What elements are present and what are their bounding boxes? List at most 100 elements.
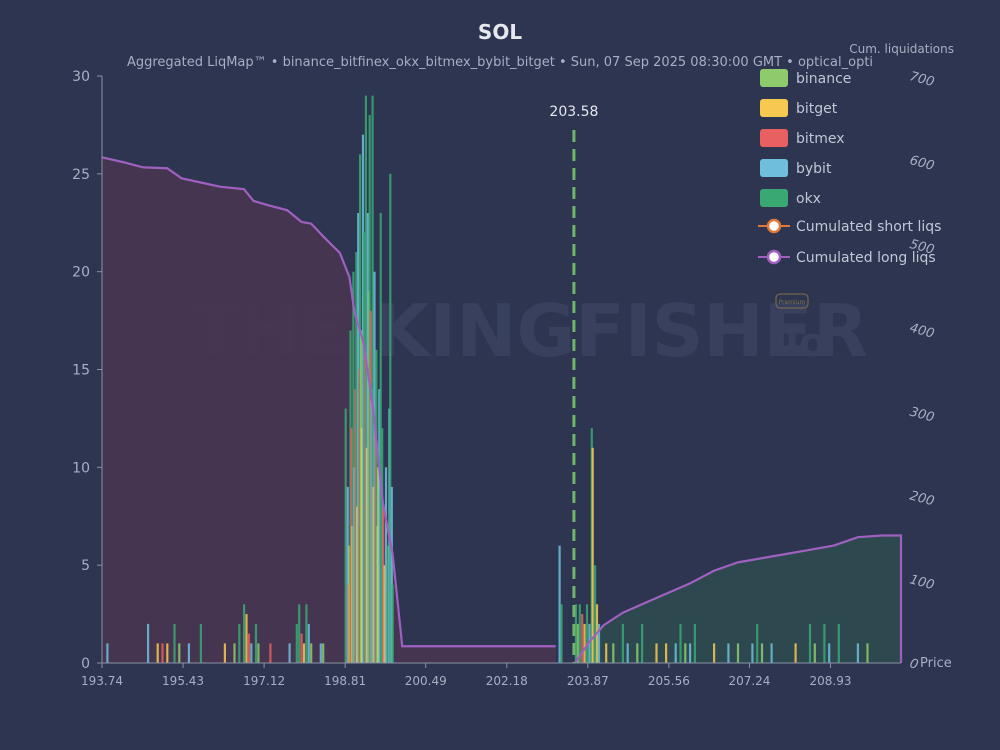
liq-bar-bitmex xyxy=(300,633,303,663)
y2-tick-label: 200 xyxy=(908,489,936,510)
liq-bar-bitget xyxy=(655,643,658,663)
liq-bar-okx xyxy=(379,213,382,663)
liq-bar-bybit xyxy=(751,643,754,663)
liq-bar-okx xyxy=(389,173,392,664)
liq-bar-binance xyxy=(866,643,869,663)
liq-bar-okx xyxy=(578,604,581,663)
liq-bar-bybit xyxy=(558,545,561,663)
cum-long-liqs-line xyxy=(101,156,556,648)
y-tick-label: 25 xyxy=(72,167,90,183)
x-tick-label: 193.74 xyxy=(81,674,123,688)
legend-label-bitmex: bitmex xyxy=(796,131,845,147)
y-tick-label: 10 xyxy=(72,460,90,476)
legend-swatch-bitget xyxy=(760,99,788,117)
liq-bar-bitmex xyxy=(382,506,385,663)
liq-bar-binance xyxy=(257,643,260,663)
y-tick-label: 20 xyxy=(72,265,90,281)
liq-bar-bitget xyxy=(166,643,169,663)
x-tick-label: 195.43 xyxy=(162,674,204,688)
y2-tick-label: 100 xyxy=(908,572,936,593)
x-tick-label: 197.12 xyxy=(243,674,285,688)
liq-bar-okx xyxy=(386,545,389,663)
legend-swatch-bybit xyxy=(760,159,788,177)
chart-title: SOL xyxy=(478,20,522,44)
liq-bar-bybit xyxy=(378,389,381,663)
x-tick-label: 200.49 xyxy=(405,674,447,688)
liq-bar-bitget xyxy=(223,643,226,663)
liq-bar-okx xyxy=(243,604,246,663)
legend-swatch-binance xyxy=(760,69,788,87)
legend-label-okx: okx xyxy=(796,191,821,207)
chart-subtitle: Aggregated LiqMap™ • binance_bitfinex_ok… xyxy=(127,55,873,70)
x-tick-label: 203.87 xyxy=(567,674,609,688)
legend-label-short: Cumulated short liqs xyxy=(796,219,941,235)
liq-bar-bybit xyxy=(384,467,388,663)
liq-bar-bybit xyxy=(770,643,773,663)
legend-swatch-bitmex xyxy=(760,129,788,147)
liq-bar-okx xyxy=(238,623,241,663)
liq-bar-okx xyxy=(355,252,358,663)
legend-label-long: Cumulated long liqs xyxy=(796,250,936,266)
liq-bar-binance xyxy=(178,643,181,663)
liq-bar-binance xyxy=(684,643,687,663)
liq-bar-bitget xyxy=(794,643,797,663)
y2-tick-label: 0 xyxy=(908,656,920,673)
premium-badge xyxy=(775,293,809,309)
liq-bar-okx xyxy=(560,604,563,663)
liq-bar-okx xyxy=(364,95,367,664)
liq-bar-okx xyxy=(375,349,378,663)
y2-tick-label: 300 xyxy=(908,405,936,426)
liq-bar-okx xyxy=(344,408,347,663)
liq-bar-bybit xyxy=(147,623,150,663)
liq-bar-okx xyxy=(305,604,308,663)
liq-bar-bybit xyxy=(307,623,310,663)
current-price-marker: 203.58 xyxy=(549,104,598,663)
legend: binance bitget bitmex bybit okx Cumulated sho… xyxy=(758,69,941,266)
liq-bar-binance xyxy=(576,623,579,663)
liq-bar-binance xyxy=(813,643,816,663)
liq-bar-okx xyxy=(173,623,176,663)
liq-bar-binance xyxy=(636,643,639,663)
short-liqs-area xyxy=(574,535,901,663)
liq-bar-bybit xyxy=(626,643,629,663)
liq-bar-okx xyxy=(199,623,202,663)
y2-tick-label: 400 xyxy=(908,321,936,342)
liq-bar-okx xyxy=(594,565,597,663)
long-liqs-area xyxy=(102,157,556,663)
current-price-label: 203.58 xyxy=(549,104,598,120)
liq-bar-okx xyxy=(808,623,812,663)
x-tick-label: 198.81 xyxy=(324,674,366,688)
legend-label-bitget: bitget xyxy=(796,101,838,117)
liq-bar-bitmex xyxy=(581,614,584,663)
premium-badge-text: Premium xyxy=(779,299,806,306)
liq-bar-bitmex xyxy=(161,643,164,663)
y-tick-label: 0 xyxy=(81,656,90,672)
x-axis-label: Price xyxy=(920,656,952,671)
y2-tick-label: 600 xyxy=(908,153,936,174)
liq-bar-binance xyxy=(760,643,764,663)
axes: 0510152025300100200300400500600700193.74… xyxy=(72,69,936,688)
legend-marker-short xyxy=(766,218,782,234)
liq-bar-bybit xyxy=(106,643,109,663)
liq-bar-binance xyxy=(310,643,313,663)
liq-bar-binance xyxy=(612,643,615,663)
liq-bar-bybit xyxy=(856,643,859,663)
liq-bar-okx xyxy=(756,623,759,663)
x-tick-label: 202.18 xyxy=(486,674,528,688)
liq-bar-okx xyxy=(621,623,624,663)
liq-bar-bitget xyxy=(665,643,668,663)
cum-short-liqs-line xyxy=(573,534,903,664)
right-axis-title: Cum. liquidations xyxy=(849,42,954,56)
liq-bar-okx xyxy=(574,604,577,663)
y-tick-label: 15 xyxy=(72,363,90,379)
liq-bar-bybit xyxy=(828,643,831,663)
y2-tick-label: 500 xyxy=(908,237,936,258)
x-tick-label: 205.56 xyxy=(648,674,690,688)
liq-bar-bitget xyxy=(605,643,608,663)
legend-label-bybit: bybit xyxy=(796,161,832,177)
liq-bar-okx xyxy=(371,95,374,664)
legend-marker-long xyxy=(766,249,782,265)
liq-bar-bybit xyxy=(187,643,190,663)
watermark-suffix: .io xyxy=(770,320,826,366)
